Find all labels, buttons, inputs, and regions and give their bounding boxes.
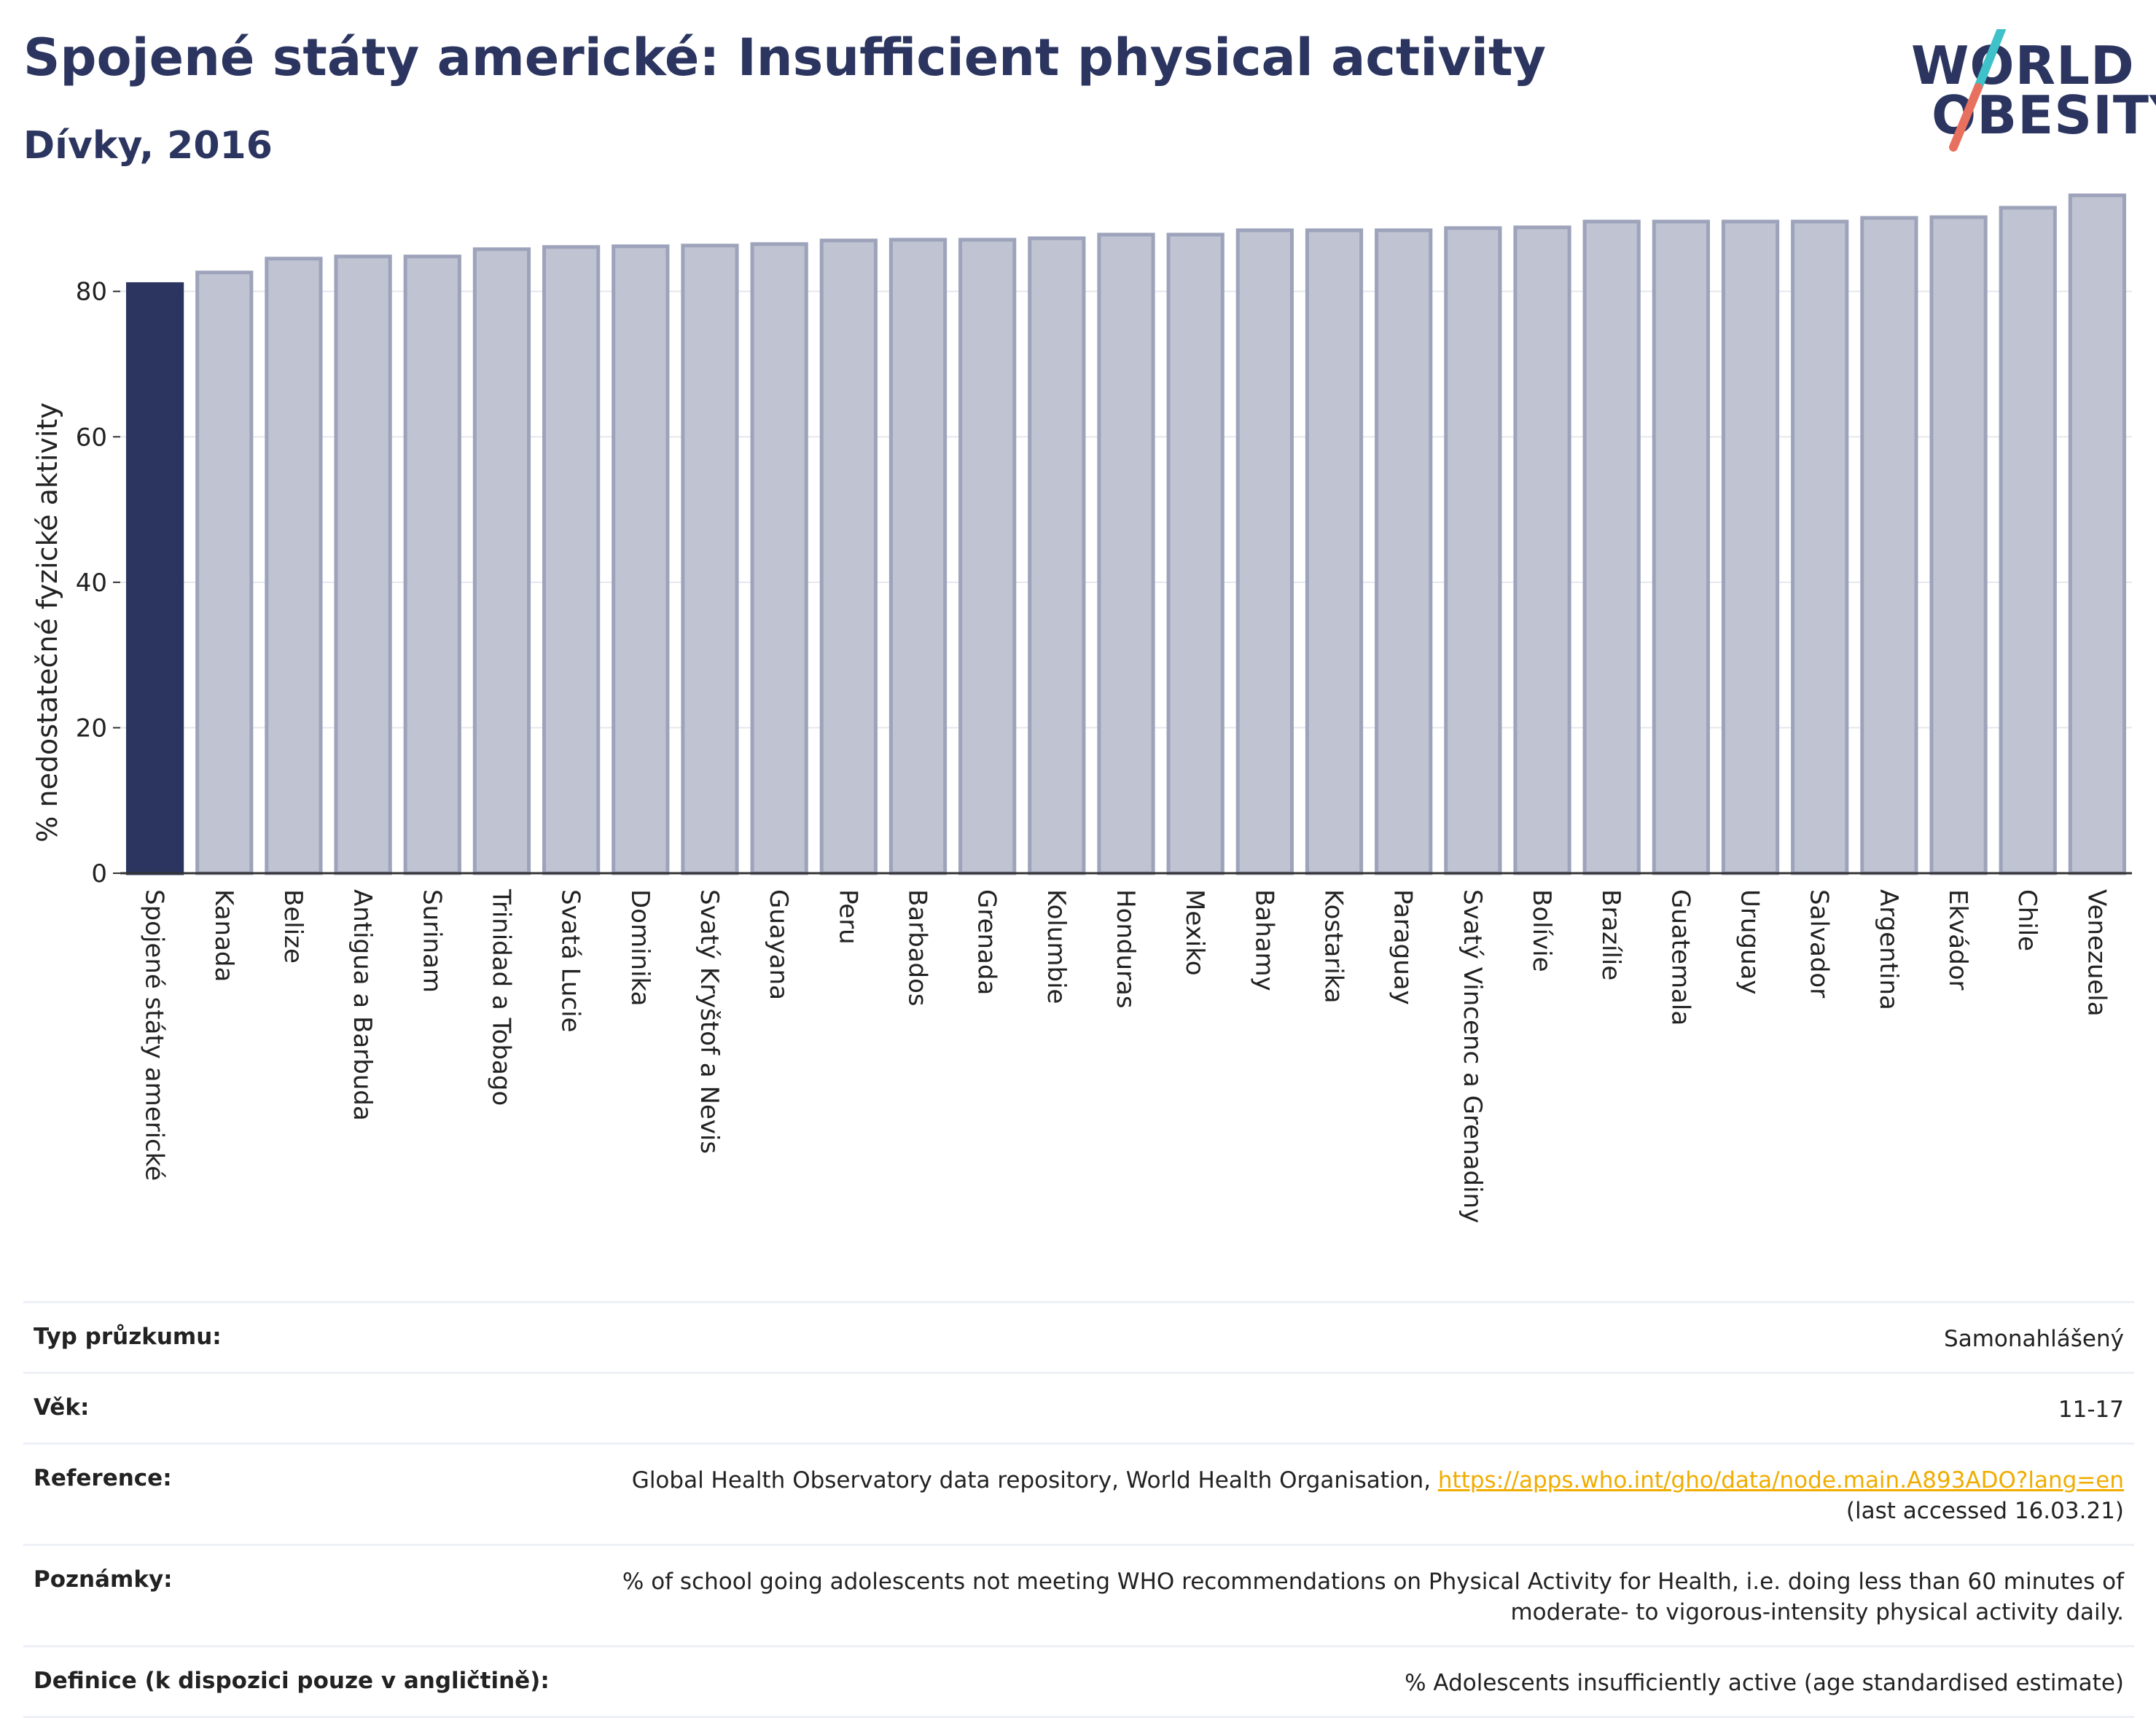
world-obesity-logo: WORLD OBESITY [1902, 29, 2156, 153]
x-tick-label: Kanada [209, 889, 238, 982]
page-title: Spojené státy americké: Insufficient phy… [23, 28, 1547, 87]
info-row-survey-type: Typ průzkumu: Samonahlášený [23, 1301, 2134, 1372]
info-row-age: Věk: 11-17 [23, 1372, 2134, 1442]
bar-3 [334, 254, 392, 875]
bar-7 [612, 244, 670, 875]
bar-11 [888, 238, 948, 875]
x-tick-label: Peru [833, 889, 862, 945]
page-subtitle: Dívky, 2016 [23, 124, 273, 168]
bar-18 [1375, 228, 1433, 875]
x-tick-label: Argentina [1874, 889, 1903, 1010]
bar-26 [1929, 215, 1988, 875]
x-tick-label: Belize [278, 889, 308, 964]
bar-24 [1791, 219, 1849, 875]
x-tick-label: Kostarika [1319, 889, 1348, 1004]
x-tick-label: Uruguay [1735, 889, 1765, 995]
x-tick-label: Bolívie [1527, 889, 1556, 972]
x-tick-label: Spojené státy americké [140, 889, 169, 1181]
bar-21 [1582, 219, 1641, 875]
x-tick-label: Trinidad a Tobago [486, 889, 515, 1106]
info-label: Reference: [34, 1465, 172, 1491]
bar-5 [472, 247, 531, 875]
x-tick-label: Svatý Kryštof a Nevis [695, 889, 724, 1154]
bar-22 [1652, 219, 1710, 875]
x-tick-label: Barbados [902, 889, 931, 1007]
bar-12 [958, 238, 1017, 875]
info-value: 11-17 [2058, 1397, 2124, 1423]
bar-8 [681, 243, 739, 875]
info-value: % of school going adolescents not meetin… [622, 1569, 2124, 1625]
x-tick-label: Mexiko [1180, 889, 1209, 976]
bar-2 [265, 257, 323, 875]
x-tick-label: Guatemala [1665, 889, 1695, 1026]
x-tick-label: Salvador [1805, 889, 1834, 998]
bar-0 [125, 282, 184, 875]
y-axis-ticks: 0 20 40 60 80 [76, 278, 120, 889]
y-tick-label: 80 [76, 278, 107, 307]
x-tick-label: Venezuela [2082, 889, 2111, 1017]
x-axis-labels: Spojené státy americké Kanada Belize Antigu… [140, 889, 2112, 1223]
bar-25 [1860, 216, 1918, 875]
bar-9 [750, 242, 808, 875]
info-label: Poznámky: [34, 1566, 173, 1593]
bar-1 [195, 270, 254, 875]
info-label: Věk: [34, 1394, 90, 1421]
bar-13 [1028, 236, 1086, 875]
info-row-reference: Reference: Global Health Observatory dat… [23, 1442, 2134, 1544]
x-tick-label: Ekvádor [1943, 889, 1972, 991]
bar-28 [2068, 193, 2127, 875]
x-tick-label: Bahamy [1249, 889, 1278, 991]
info-label: Typ průzkumu: [34, 1324, 222, 1350]
bar-15 [1166, 233, 1225, 875]
x-tick-label: Antigua a Barbuda [348, 889, 377, 1121]
x-tick-label: Dominika [625, 889, 655, 1006]
x-tick-label: Kolumbie [1042, 889, 1071, 1004]
x-tick-label: Svatý Vincenc a Grenadiny [1458, 889, 1487, 1223]
info-value: Global Health Observatory data repositor… [632, 1465, 2124, 1526]
x-tick-label: Grenada [972, 889, 1001, 995]
x-tick-label: Brazílie [1596, 889, 1625, 980]
reference-accessed: (last accessed 16.03.21) [1846, 1498, 2124, 1524]
bar-chart: 0 20 40 60 80 Spojené státy americké Kanada Be… [31, 193, 2132, 1223]
bar-16 [1235, 228, 1294, 875]
bar-6 [542, 245, 601, 875]
info-table: Typ průzkumu: Samonahlášený Věk: 11-17 R… [23, 1301, 2134, 1718]
bar-27 [1999, 206, 2057, 875]
info-value: Samonahlášený [1944, 1326, 2124, 1352]
info-row-definition: Definice (k dispozici pouze v angličtině… [23, 1645, 2134, 1718]
reference-text: Global Health Observatory data repositor… [631, 1467, 1432, 1494]
bar-19 [1444, 226, 1502, 875]
bar-4 [403, 254, 461, 875]
info-value: % Adolescents insufficiently active (age… [1405, 1670, 2124, 1696]
x-tick-label: Svatá Lucie [556, 889, 585, 1032]
bar-14 [1097, 233, 1155, 875]
x-tick-label: Surinam [417, 889, 446, 993]
logo-slash-icon [1949, 29, 2006, 152]
reference-link[interactable]: https://apps.who.int/gho/data/node.main.… [1437, 1467, 2124, 1494]
x-tick-label: Guayana [764, 889, 793, 1000]
y-tick-label: 20 [76, 714, 107, 743]
bar-17 [1305, 228, 1364, 875]
y-tick-label: 0 [91, 859, 107, 889]
bar-20 [1513, 225, 1571, 875]
info-row-notes: Poznámky: % of school going adolescents … [23, 1544, 2134, 1645]
y-tick-label: 40 [76, 569, 107, 598]
x-tick-label: Chile [2012, 889, 2042, 951]
y-axis-label: % nedostatečné fyzické aktivity [31, 402, 63, 843]
logo-line-1: WORLD [1911, 35, 2135, 96]
info-label: Definice (k dispozici pouze v angličtině… [34, 1668, 550, 1694]
x-tick-label: Paraguay [1388, 889, 1418, 1005]
x-tick-label: Honduras [1111, 889, 1140, 1009]
bar-23 [1721, 219, 1780, 875]
y-tick-label: 60 [76, 423, 107, 452]
bar-10 [819, 238, 878, 875]
chart-bars [125, 193, 2127, 875]
